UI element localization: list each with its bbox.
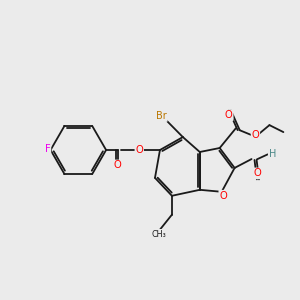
Text: O: O xyxy=(113,160,121,170)
Text: H: H xyxy=(269,149,276,159)
Text: O: O xyxy=(225,110,233,120)
Text: F: F xyxy=(45,144,50,154)
Text: O: O xyxy=(219,191,227,201)
Text: O: O xyxy=(135,145,143,155)
Text: Br: Br xyxy=(156,111,167,121)
Text: CH₃: CH₃ xyxy=(151,230,166,238)
Text: O: O xyxy=(254,168,261,178)
Text: O: O xyxy=(251,130,259,140)
